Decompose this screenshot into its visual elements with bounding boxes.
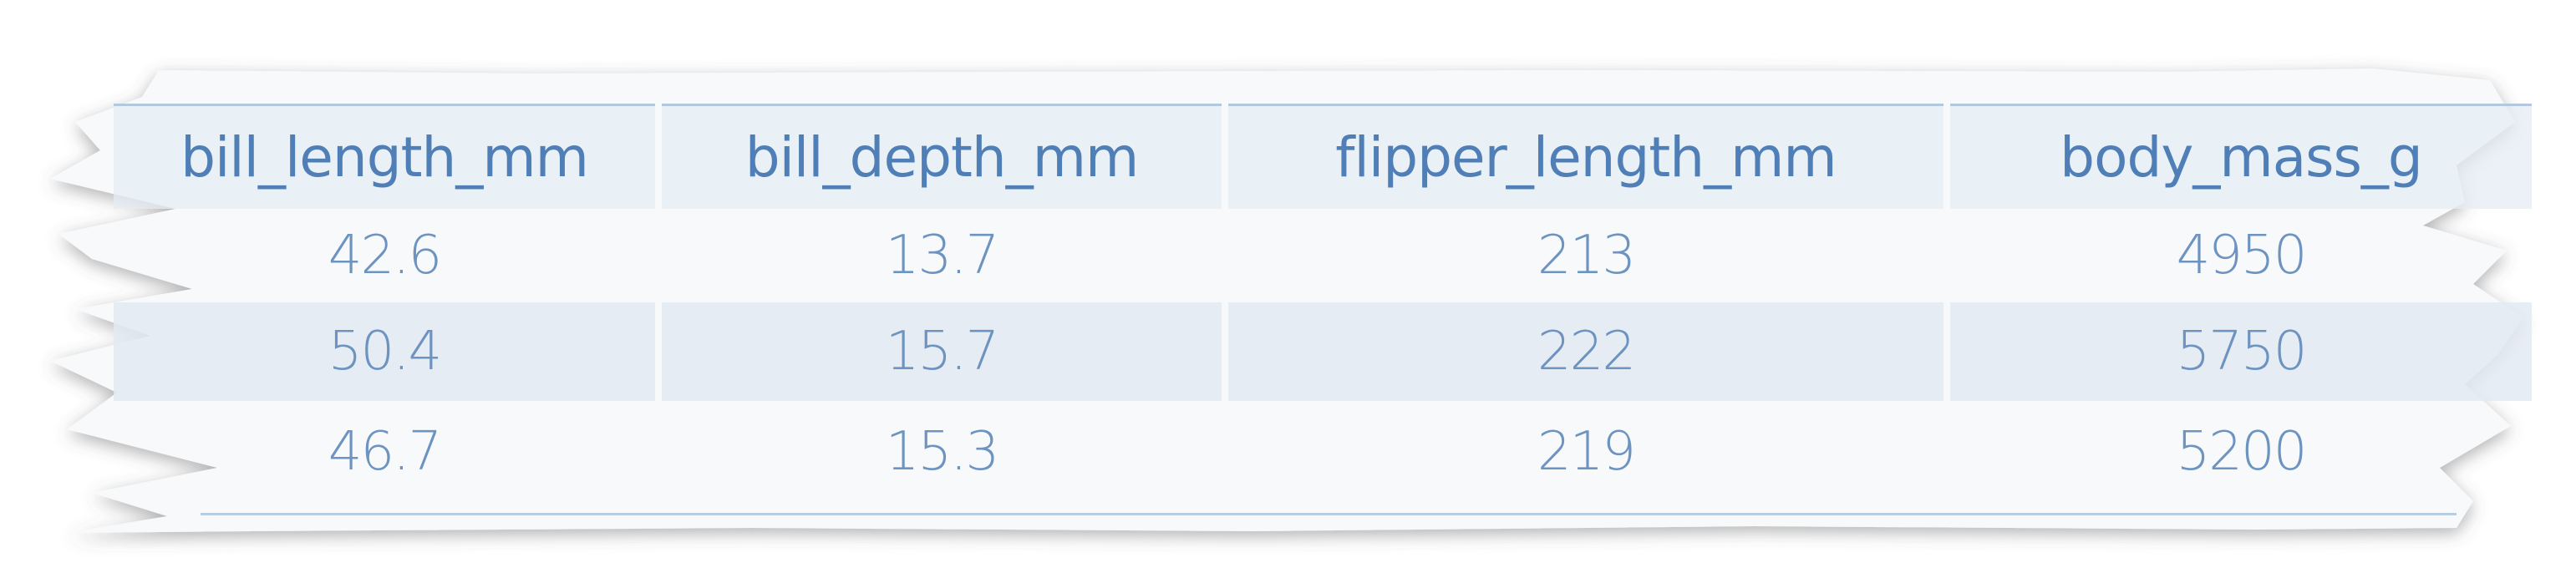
column-header-body-mass: body_mass_g	[1950, 104, 2532, 209]
table-cell: 4950	[2176, 225, 2308, 287]
table-cell: 219	[1537, 421, 1636, 483]
column-header-flipper-length: flipper_length_mm	[1228, 104, 1943, 209]
table-cell: 15.7	[662, 302, 1222, 401]
table-cell: 5200	[2176, 421, 2308, 483]
table-cell: 42.6	[328, 225, 443, 287]
table-cell: 13.7	[885, 225, 1000, 287]
table-cell: 222	[1228, 302, 1943, 401]
table-cell: 5750	[1950, 302, 2532, 401]
column-header-bill-length: bill_length_mm	[114, 104, 655, 209]
table-cell: 213	[1537, 225, 1636, 287]
table-bottom-rule	[201, 513, 2457, 515]
column-header-bill-depth: bill_depth_mm	[662, 104, 1222, 209]
table-cell: 46.7	[328, 421, 443, 483]
table-cell: 15.3	[885, 421, 1000, 483]
data-table: bill_length_mm bill_depth_mm flipper_len…	[114, 104, 2532, 503]
table-cell: 50.4	[114, 302, 655, 401]
